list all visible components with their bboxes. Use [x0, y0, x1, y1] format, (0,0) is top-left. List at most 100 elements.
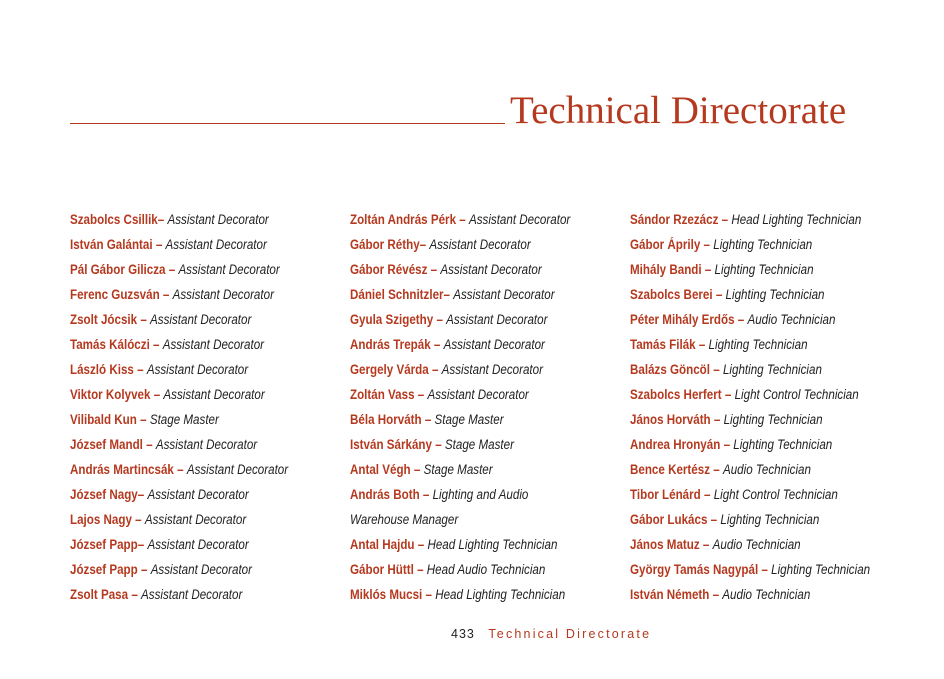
staff-role: Assistant Decorator [186, 462, 289, 477]
separator-dash: – [168, 262, 176, 277]
staff-role: Assistant Decorator [178, 262, 280, 277]
separator-dash: – [724, 387, 732, 402]
staff-role: Light Control Technician [713, 487, 838, 502]
staff-name: János Matuz [630, 537, 700, 552]
staff-entry-continuation: Warehouse Manager [350, 510, 608, 535]
staff-name: Zoltán András Pérk [350, 212, 457, 227]
staff-role: Stage Master [434, 412, 504, 427]
staff-role: Assistant Decorator [141, 587, 243, 602]
separator-dash: – [702, 537, 710, 552]
staff-name: Sándor Rzezácz [630, 212, 719, 227]
staff-entry: Pál Gábor Gilicza – Assistant Decorator [70, 260, 328, 285]
staff-name: András Trepák [350, 337, 431, 352]
staff-entry: János Matuz – Audio Technician [630, 535, 888, 560]
separator-dash: – [713, 412, 721, 427]
staff-entry: Zsolt Pasa – Assistant Decorator [70, 585, 328, 610]
staff-entry: Zoltán Vass – Assistant Decorator [350, 385, 608, 410]
staff-name: Zsolt Pasa [70, 587, 129, 602]
staff-role: Head Lighting Technician [435, 587, 566, 602]
separator-dash: – [698, 337, 706, 352]
staff-role: Stage Master [423, 462, 493, 477]
separator-dash: – [146, 437, 153, 452]
staff-role: Assistant Decorator [167, 212, 269, 227]
staff-name: Tamás Kálóczi [70, 337, 150, 352]
staff-entry: Antal Végh – Stage Master [350, 460, 608, 485]
staff-name: Tamás Filák [630, 337, 696, 352]
staff-name: Gábor Lukács [630, 512, 708, 527]
separator-dash: – [703, 237, 711, 252]
separator-dash: – [761, 562, 768, 577]
staff-name: István Sárkány [350, 437, 432, 452]
staff-entry: Szabolcs Herfert – Light Control Technic… [630, 385, 888, 410]
staff-entry: Antal Hajdu – Head Lighting Technician [350, 535, 608, 560]
staff-role: Assistant Decorator [440, 262, 542, 277]
staff-role: Lighting Technician [771, 562, 871, 577]
staff-entry: János Horváth – Lighting Technician [630, 410, 888, 435]
staff-entry: András Both – Lighting and Audio [350, 485, 608, 510]
staff-role: Assistant Decorator [165, 237, 267, 252]
separator-dash: – [704, 262, 712, 277]
separator-dash: – [723, 437, 731, 452]
staff-name: János Horváth [630, 412, 711, 427]
staff-role: Assistant Decorator [443, 337, 545, 352]
staff-name: István Galántai [70, 237, 153, 252]
staff-column-1: Szabolcs Csillik– Assistant Decorator Ist… [70, 210, 370, 610]
staff-entry: Bence Kertész – Audio Technician [630, 460, 888, 485]
staff-entry: Lajos Nagy – Assistant Decorator [70, 510, 328, 535]
staff-role: Assistant Decorator [155, 437, 258, 452]
staff-entry: Dániel Schnitzler– Assistant Decorator [350, 285, 608, 310]
separator-dash: – [417, 537, 425, 552]
separator-dash: – [715, 287, 723, 302]
separator-dash: – [155, 237, 163, 252]
staff-role: Assistant Decorator [147, 487, 249, 502]
separator-dash: – [713, 362, 720, 377]
staff-name: Gábor Révész [350, 262, 428, 277]
staff-entry: András Martincsák – Assistant Decorator [70, 460, 328, 485]
separator-dash: – [436, 312, 443, 327]
staff-name: József Papp [70, 537, 138, 552]
staff-entry: József Nagy– Assistant Decorator [70, 485, 328, 510]
staff-name: Bence Kertész [630, 462, 711, 477]
separator-dash: – [162, 287, 170, 302]
staff-role: Assistant Decorator [150, 562, 252, 577]
staff-role: Lighting Technician [708, 337, 808, 352]
staff-entry: Balázs Göncöl – Lighting Technician [630, 360, 888, 385]
staff-entry: Viktor Kolyvek – Assistant Decorator [70, 385, 328, 410]
separator-dash: – [431, 362, 439, 377]
staff-name: Andrea Hronyán [630, 437, 721, 452]
separator-dash: – [140, 562, 148, 577]
separator-dash: – [153, 337, 160, 352]
staff-role: Lighting Technician [720, 512, 820, 527]
staff-entry: István Galántai – Assistant Decorator [70, 235, 328, 260]
staff-role: Lighting Technician [713, 237, 813, 252]
staff-role: Assistant Decorator [427, 387, 529, 402]
staff-entry: Ferenc Guzsván – Assistant Decorator [70, 285, 328, 310]
separator-dash: – [424, 412, 432, 427]
staff-entry: Tamás Filák – Lighting Technician [630, 335, 888, 360]
staff-role: Assistant Decorator [162, 337, 265, 352]
staff-entry: István Sárkány – Stage Master [350, 435, 608, 460]
separator-dash: – [430, 262, 438, 277]
staff-entry: Mihály Bandi – Lighting Technician [630, 260, 888, 285]
title-rule [70, 123, 505, 124]
staff-entry: Gergely Várda – Assistant Decorator [350, 360, 608, 385]
staff-role: Assistant Decorator [172, 287, 274, 302]
separator-dash: – [435, 437, 442, 452]
staff-name: Miklós Mucsi [350, 587, 423, 602]
staff-column-2: Zoltán András Pérk – Assistant Decorator… [350, 210, 650, 610]
staff-role: Stage Master [444, 437, 514, 452]
staff-name: József Papp [70, 562, 138, 577]
separator-dash: – [710, 512, 718, 527]
separator-dash: – [137, 487, 145, 502]
staff-role: Lighting and Audio [432, 487, 529, 502]
running-title: Technical Directorate [488, 627, 652, 641]
staff-role: Lighting Technician [723, 412, 823, 427]
staff-name: Tibor Lénárd [630, 487, 701, 502]
staff-entry: József Papp– Assistant Decorator [70, 535, 328, 560]
staff-role: Head Audio Technician [426, 562, 546, 577]
staff-entry: György Tamás Nagypál – Lighting Technici… [630, 560, 888, 585]
staff-name: Szabolcs Herfert [630, 387, 722, 402]
separator-dash: – [131, 587, 138, 602]
staff-entry: Gábor Hüttl – Head Audio Technician [350, 560, 608, 585]
staff-entry: Gyula Szigethy – Assistant Decorator [350, 310, 608, 335]
